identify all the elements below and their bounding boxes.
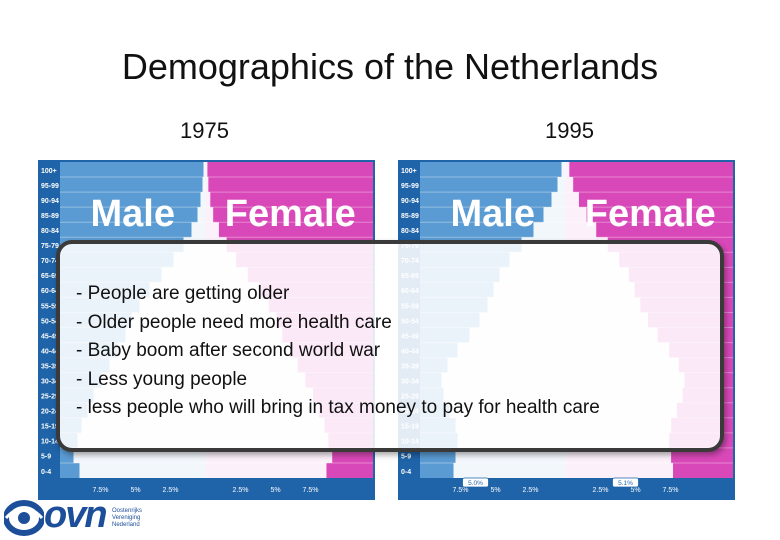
age-label: 10-14 (41, 439, 59, 446)
callout-point: - People are getting older (76, 283, 290, 304)
callout-list: - People are getting older - Older peopl… (76, 280, 600, 423)
age-label: 65-69 (41, 273, 59, 280)
age-label: 55-59 (41, 303, 59, 310)
age-label: 15-19 (41, 424, 59, 431)
female-label: Female (225, 193, 356, 235)
age-label: 0-4 (41, 469, 51, 476)
x-tick-label: 2.5% (233, 487, 249, 494)
age-label: 95-99 (41, 183, 59, 190)
x-tick-label: 5% (270, 487, 280, 494)
age-label: 95-99 (401, 183, 419, 190)
age-label: 20-24 (41, 409, 59, 416)
x-tick-label: 2.5% (523, 487, 539, 494)
logo-subtitle-line: Oostenrijks (112, 508, 143, 514)
x-tick-label: 7.5% (93, 487, 109, 494)
year-label-1975: 1975 (180, 118, 229, 143)
age-label: 85-89 (401, 213, 419, 220)
x-tick-label: 2.5% (163, 487, 179, 494)
ovn-logo: ovn Oostenrijks Vereniging Nederland (4, 494, 174, 538)
annotation-label: 5.1% (618, 480, 633, 487)
logo-letters: ovn (44, 494, 108, 536)
year-label-1995: 1995 (545, 118, 594, 143)
age-label: 5-9 (41, 454, 51, 461)
callout-point: - Baby boom after second world war (76, 340, 381, 361)
age-label: 30-34 (41, 379, 59, 386)
annotation-label: 5.0% (468, 480, 483, 487)
age-label: 60-64 (41, 288, 59, 295)
female-label: Female (585, 193, 716, 235)
x-tick-label: 5% (130, 487, 140, 494)
x-tick-label: 7.5% (453, 487, 469, 494)
age-label: 25-29 (41, 394, 59, 401)
male-label: Male (451, 193, 535, 235)
age-label: 35-39 (41, 363, 59, 370)
x-tick-label: 5% (490, 487, 500, 494)
age-label: 100+ (401, 168, 417, 175)
age-label: 50-54 (41, 318, 59, 325)
age-label: 70-74 (41, 258, 59, 265)
callout-point: - Older people need more health care (76, 311, 392, 333)
age-label: 5-9 (401, 454, 411, 461)
logo-subtitle-line: Nederland (112, 522, 140, 528)
annotation-box (612, 477, 639, 488)
x-tick-label: 2.5% (593, 487, 609, 494)
x-tick-label: 7.5% (663, 487, 679, 494)
age-label: 40-44 (41, 348, 59, 355)
male-label: Male (91, 193, 175, 235)
age-label: 90-94 (401, 198, 419, 205)
logo-subtitle-line: Vereniging (112, 515, 141, 521)
eye-logo-icon (4, 500, 44, 536)
age-label: 80-84 (401, 228, 419, 235)
callout-point: - less people who will bring in tax mone… (76, 397, 600, 418)
callout-point: - Less young people (76, 368, 248, 390)
slide-title: Demographics of the Netherlands (121, 46, 659, 87)
annotation-box (462, 477, 489, 488)
logo-subtitle: Oostenrijks Vereniging Nederland (112, 508, 142, 529)
age-label: 0-4 (401, 469, 411, 476)
age-label: 75-79 (41, 243, 59, 250)
callout-box: - People are getting older - Older peopl… (56, 240, 724, 452)
age-label: 45-49 (41, 333, 59, 340)
age-label: 85-89 (41, 213, 59, 220)
age-label: 100+ (41, 168, 57, 175)
age-label: 90-94 (41, 198, 59, 205)
x-tick-label: 5% (630, 487, 640, 494)
x-tick-label: 7.5% (303, 487, 319, 494)
age-label: 80-84 (41, 228, 59, 235)
